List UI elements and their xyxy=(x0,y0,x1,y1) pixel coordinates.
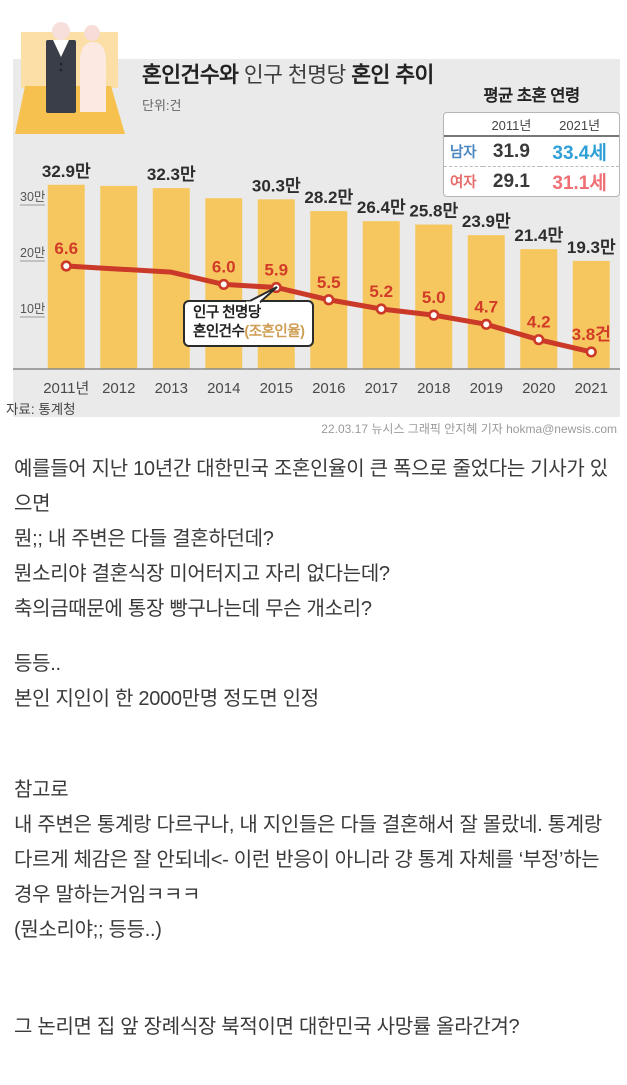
col-2021: 2021년 xyxy=(540,113,619,137)
rate-value-label: 3.8건 xyxy=(572,325,611,344)
bar-value-label: 28.2만 xyxy=(304,188,353,207)
x-axis-label: 2020 xyxy=(522,380,555,397)
comment-block: 예를들어 지난 10년간 대한민국 조혼인율이 큰 폭으로 줄었다는 기사가 있… xyxy=(14,452,613,627)
x-axis-label: 2018 xyxy=(417,380,450,397)
credit-line: 22.03.17 뉴시스 그래픽 안지혜 기자 hokma@newsis.com xyxy=(321,422,617,436)
comment-line: 본인 지인이 한 2000만명 정도면 인정 xyxy=(14,688,319,710)
comment-line: 내 주변은 통계랑 다르구나, 내 지인들은 다들 결혼해서 잘 몰랐네. 통계… xyxy=(14,814,602,906)
bar-value-label: 30.3만 xyxy=(252,176,301,195)
rate-point xyxy=(375,303,387,315)
x-axis-label: 2014 xyxy=(207,380,240,397)
comment-line: 그 논리면 집 앞 장례식장 북적이면 대한민국 사망률 올라간겨? xyxy=(14,1016,520,1038)
comment-block: 그 논리면 집 앞 장례식장 북적이면 대한민국 사망률 올라간겨? xyxy=(14,1010,613,1045)
rate-callout: 인구 천명당 혼인건수(조혼인율) xyxy=(183,300,315,347)
rate-point xyxy=(585,346,597,358)
y-tick-label: 10만 xyxy=(20,302,46,316)
bar-2016 xyxy=(310,211,348,369)
bar-value-label: 32.3만 xyxy=(147,165,196,184)
rate-value-label: 5.9 xyxy=(264,260,288,279)
x-axis-label: 2013 xyxy=(155,380,188,397)
rate-point xyxy=(323,294,335,306)
bar-value-label: 32.9만 xyxy=(42,162,91,181)
age-row-women: 여자 29.1 31.1세 xyxy=(449,170,607,195)
age-row-men: 남자 31.9 33.4세 xyxy=(444,136,619,167)
rate-value-label: 4.7 xyxy=(474,297,498,316)
infographic-title: 혼인건수와 인구 천명당 혼인 추이 xyxy=(142,63,434,87)
comment-block: 등등.. 본인 지인이 한 2000만명 정도면 인정 xyxy=(14,647,613,717)
callout-pointer xyxy=(245,286,278,304)
avg-first-marriage-age-table: 평균 초혼 연령 2011년 2021년 남자 31.9 33.4세 여자 29… xyxy=(443,82,620,197)
unit-label: 단위:건 xyxy=(142,98,182,113)
x-axis-label: 2012 xyxy=(102,380,135,397)
comment-line: 참고로 xyxy=(14,779,69,801)
y-tick-label: 30만 xyxy=(20,190,46,204)
bar-2012 xyxy=(100,185,138,369)
y-tick-label: 20만 xyxy=(20,246,46,260)
col-2011: 2011년 xyxy=(482,113,541,137)
marriage-infographic: 30만 20만 10만 32.9만 32.3만 30.3만 28.2만 26.4만 25.8만 2… xyxy=(0,0,627,442)
x-axis-label: 2017 xyxy=(365,380,398,397)
post-commentary: 예를들어 지난 10년간 대한민국 조혼인율이 큰 폭으로 줄었다는 기사가 있… xyxy=(0,442,627,1085)
x-axis-label: 2021 xyxy=(575,380,608,397)
bar-value-label: 21.4만 xyxy=(514,226,563,245)
rate-value-label: 5.0 xyxy=(422,288,446,307)
rate-point xyxy=(218,278,230,291)
age-table-header: 2011년 2021년 xyxy=(444,113,619,137)
bar-value-label: 23.9만 xyxy=(462,212,511,231)
bar-2020 xyxy=(520,249,558,369)
bar-value-label: 26.4만 xyxy=(357,198,406,217)
wedding-couple-icon xyxy=(15,22,125,134)
comment-line: 축의금때문에 통장 빵구나는데 무슨 개소리? xyxy=(14,598,372,620)
rate-point xyxy=(480,318,492,330)
bar-2011년 xyxy=(47,184,85,369)
bar-value-label: 25.8만 xyxy=(409,202,458,221)
comment-line: 등등.. xyxy=(14,653,61,675)
x-axis-label: 2011년 xyxy=(43,380,89,397)
rate-value-label: 5.5 xyxy=(317,273,341,292)
rate-point xyxy=(428,309,440,321)
bar-2018 xyxy=(415,224,453,369)
source-label: 자료: 통계청 xyxy=(6,402,76,417)
comment-line: 뭔;; 내 주변은 다들 결혼하던데? xyxy=(14,528,274,550)
x-axis-label: 2016 xyxy=(312,380,345,397)
comment-line: 예를들어 지난 10년간 대한민국 조혼인율이 큰 폭으로 줄었다는 기사가 있… xyxy=(14,458,608,515)
comment-line: (뭔소리야;; 등등..) xyxy=(14,919,162,941)
rate-point xyxy=(60,260,72,272)
bar-value-label: 19.3만 xyxy=(567,238,616,257)
comment-line: 뭔소리야 결혼식장 미어터지고 자리 없다는데? xyxy=(14,563,390,585)
x-axis-label: 2015 xyxy=(260,380,293,397)
rate-value-label: 5.2 xyxy=(369,282,393,301)
age-table-title: 평균 초혼 연령 xyxy=(483,87,580,105)
rate-point xyxy=(533,334,545,346)
rate-value-label: 6.6 xyxy=(54,239,78,258)
rate-value-label: 4.2 xyxy=(527,313,551,332)
x-axis-label: 2019 xyxy=(470,380,503,397)
bar-2019 xyxy=(467,235,505,369)
bar-2017 xyxy=(362,221,400,369)
rate-value-label: 6.0 xyxy=(212,257,236,276)
